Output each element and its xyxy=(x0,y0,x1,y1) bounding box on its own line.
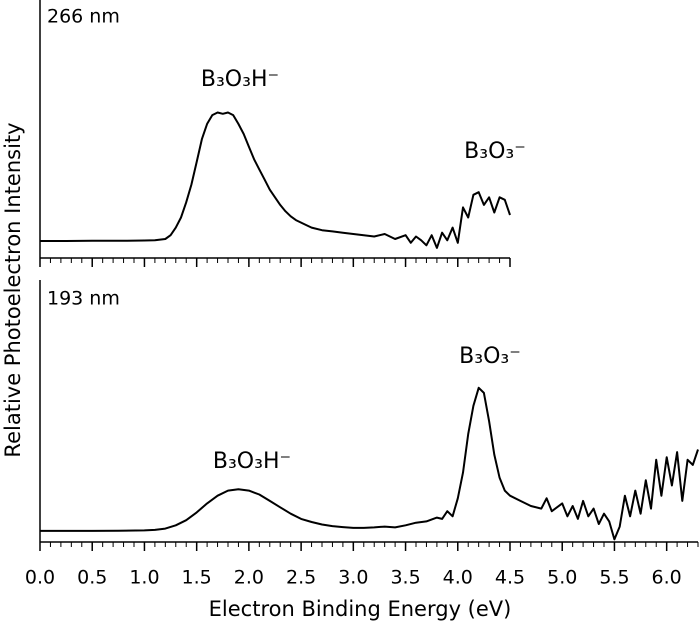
peak-annotation: B₃O₃⁻ xyxy=(459,344,521,369)
x-tick-label: 3.5 xyxy=(390,567,420,589)
x-tick-label: 0.5 xyxy=(77,567,107,589)
x-tick-label: 5.5 xyxy=(599,567,629,589)
x-tick-label: 3.0 xyxy=(338,567,368,589)
x-tick-label: 4.5 xyxy=(495,567,525,589)
peak-annotation: B₃O₃H⁻ xyxy=(201,67,279,92)
peak-annotation: B₃O₃⁻ xyxy=(464,139,526,164)
panel-title: 193 nm xyxy=(47,288,120,310)
x-tick-label: 6.0 xyxy=(652,567,682,589)
x-tick-label: 1.5 xyxy=(182,567,212,589)
x-tick-label: 5.0 xyxy=(547,567,577,589)
x-tick-label: 1.0 xyxy=(129,567,159,589)
spectrum-line xyxy=(40,386,699,541)
y-axis-label: Relative Photoelectron Intensity xyxy=(1,122,25,457)
spectrum-line xyxy=(40,111,511,249)
x-tick-label: 2.0 xyxy=(234,567,264,589)
peak-annotation: B₃O₃H⁻ xyxy=(213,449,291,474)
x-tick-label: 2.5 xyxy=(286,567,316,589)
panel-title: 266 nm xyxy=(47,6,120,28)
x-axis-label: Electron Binding Energy (eV) xyxy=(209,597,512,621)
x-tick-label: 4.0 xyxy=(443,567,473,589)
x-tick-label: 0.0 xyxy=(25,567,55,589)
